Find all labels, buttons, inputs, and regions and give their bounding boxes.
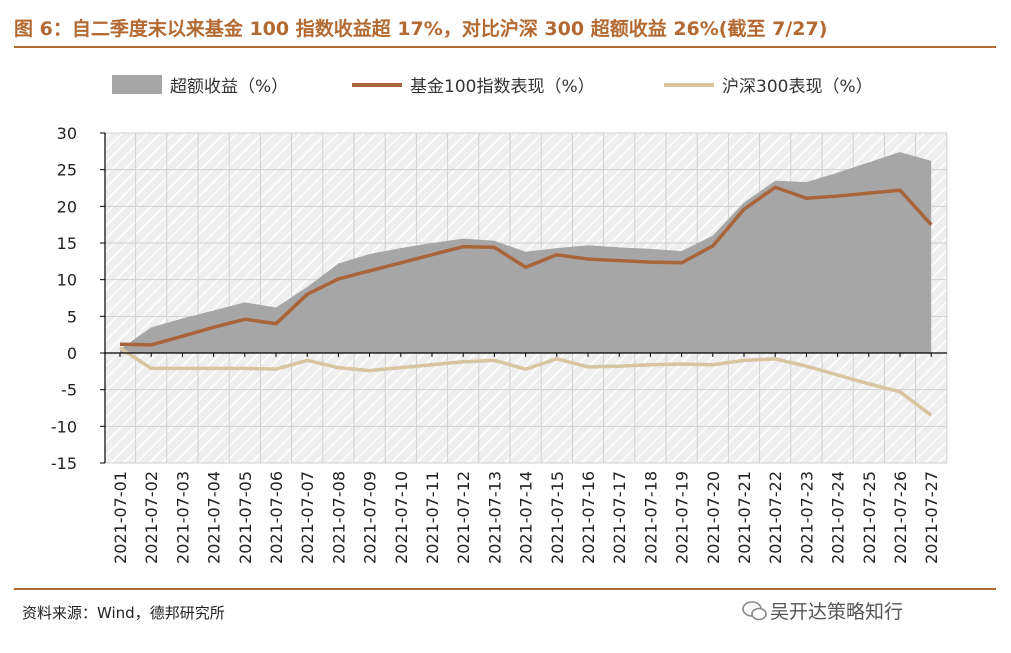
x-tick-label: 2021-07-20 [704,471,723,564]
y-tick-label: -5 [61,381,77,400]
x-tick-label: 2021-07-14 [517,471,536,564]
x-tick-label: 2021-07-09 [361,471,380,564]
series-fund100-line [119,185,933,347]
x-tick-label: 2021-07-27 [922,471,941,564]
y-tick-label: 25 [57,161,77,180]
x-tick-label: 2021-07-07 [298,471,317,564]
footer-rule [14,588,996,590]
x-tick-label: 2021-07-24 [829,471,848,564]
legend-label-csi: 沪深300表现（%） [722,77,873,97]
chart-title: 图 6：自二季度末以来基金 100 指数收益超 17%，对比沪深 300 超额收… [14,18,828,40]
y-tick-label: 20 [57,197,77,216]
plot-area [105,132,948,464]
x-tick-label: 2021-07-11 [423,471,442,564]
y-tick-label: 0 [67,344,77,363]
x-tick-label: 2021-07-05 [236,471,255,564]
series-csi300-line [119,346,933,417]
x-tick-label: 2021-07-26 [891,471,910,564]
watermark-text: 吴开达策略知行 [770,601,904,623]
x-tick-label: 2021-07-04 [205,471,224,564]
y-tick-label: 5 [67,307,77,326]
x-tick-label: 2021-07-22 [766,471,785,564]
wechat-icon [742,601,767,621]
x-tick-label: 2021-07-06 [267,471,286,564]
y-axis: 30 25 20 15 10 5 0 -5 -10 -15 [51,124,106,473]
y-tick-label: 15 [57,234,77,253]
y-tick-label: -15 [51,454,77,473]
x-tick-label: 2021-07-10 [392,471,411,564]
x-tick-label: 2021-07-17 [610,471,629,564]
legend-label-fund: 基金100指数表现（%） [410,77,595,97]
x-tick-label: 2021-07-23 [797,471,816,564]
y-tick-label: 10 [57,271,77,290]
x-tick-label: 2021-07-08 [329,471,348,564]
chart: 超额收益（%） 基金100指数表现（%） 沪深300表现（%） 30 25 20 15… [51,75,948,564]
x-tick-label: 2021-07-16 [579,471,598,564]
legend-label-excess: 超额收益（%） [170,77,288,97]
x-tick-label: 2021-07-21 [735,471,754,564]
x-tick-label: 2021-07-18 [641,471,660,564]
x-axis: 2021-07-01 2021-07-02 2021-07-03 2021-07-04… [105,352,947,564]
source-note: 资料来源：Wind，德邦研究所 [22,604,225,622]
series-excess-area [120,152,932,353]
x-tick-label: 2021-07-15 [548,471,567,564]
y-tick-label: 30 [57,124,77,143]
x-tick-label: 2021-07-19 [673,471,692,564]
x-tick-label: 2021-07-02 [142,471,161,564]
x-tick-label: 2021-07-03 [173,471,192,564]
x-tick-label: 2021-07-13 [485,471,504,564]
y-tick-label: -10 [51,417,77,436]
title-rule [14,46,996,48]
legend-swatch-excess [112,75,162,94]
x-tick-label: 2021-07-25 [860,471,879,564]
legend: 超额收益（%） 基金100指数表现（%） 沪深300表现（%） [112,75,873,97]
x-tick-label: 2021-07-01 [111,471,130,564]
x-tick-label: 2021-07-12 [454,471,473,564]
